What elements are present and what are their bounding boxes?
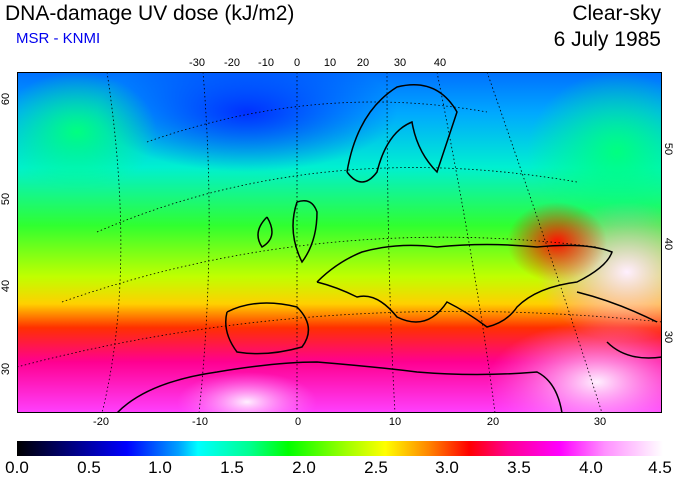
colorbar-label: 1.0 — [148, 458, 172, 477]
colorbar-label: 4.0 — [579, 458, 603, 477]
coastlines — [116, 84, 662, 413]
map-frame — [17, 72, 662, 413]
colorbar-label: 3.0 — [435, 458, 459, 477]
top-lon-tick: 40 — [433, 57, 447, 69]
high-dose-region — [487, 322, 662, 413]
top-lon-tick: 20 — [356, 57, 370, 69]
green-region — [527, 72, 662, 232]
date-label: 6 July 1985 — [553, 28, 661, 51]
bottom-lon-tick: 0 — [294, 416, 302, 428]
colorbar — [17, 441, 663, 456]
low-dose-region — [97, 72, 397, 172]
colorbar-label: 1.5 — [220, 458, 244, 477]
right-lat-tick: 50 — [662, 142, 675, 156]
colorbar-label: 2.0 — [292, 458, 316, 477]
colorbar-label: 3.5 — [507, 458, 531, 477]
green-region — [17, 72, 157, 192]
right-lat-tick: 30 — [662, 330, 675, 344]
colorbar-label: 2.5 — [364, 458, 388, 477]
bottom-lon-tick: 30 — [593, 416, 607, 428]
bottom-lon-tick: -20 — [93, 416, 109, 428]
left-lat-tick: 40 — [0, 279, 13, 293]
top-lon-tick: -30 — [189, 57, 205, 69]
source-label: MSR - KNMI — [16, 30, 101, 47]
top-lon-tick: -10 — [258, 57, 274, 69]
left-lat-tick: 50 — [0, 192, 13, 206]
bottom-lon-tick: 20 — [486, 416, 500, 428]
bottom-lon-tick: -10 — [192, 416, 208, 428]
graticule — [17, 72, 662, 413]
colorbar-label: 4.5 — [648, 458, 672, 477]
sky-condition-label: Clear-sky — [572, 2, 661, 25]
top-lon-tick: 10 — [323, 57, 337, 69]
red-region — [507, 202, 607, 282]
high-dose-region — [177, 372, 317, 413]
bottom-lon-tick: 10 — [388, 416, 402, 428]
uv-dose-map — [17, 72, 662, 413]
left-lat-tick: 60 — [0, 92, 13, 106]
top-lon-tick: 0 — [293, 57, 301, 69]
colorbar-label: 0.0 — [5, 458, 29, 477]
top-lon-tick: -20 — [224, 57, 240, 69]
colorbar-label: 0.5 — [77, 458, 101, 477]
map-title: DNA-damage UV dose (kJ/m2) — [5, 2, 295, 25]
top-lon-tick: 30 — [393, 57, 407, 69]
left-lat-tick: 30 — [0, 362, 13, 376]
right-lat-tick: 40 — [662, 237, 675, 251]
